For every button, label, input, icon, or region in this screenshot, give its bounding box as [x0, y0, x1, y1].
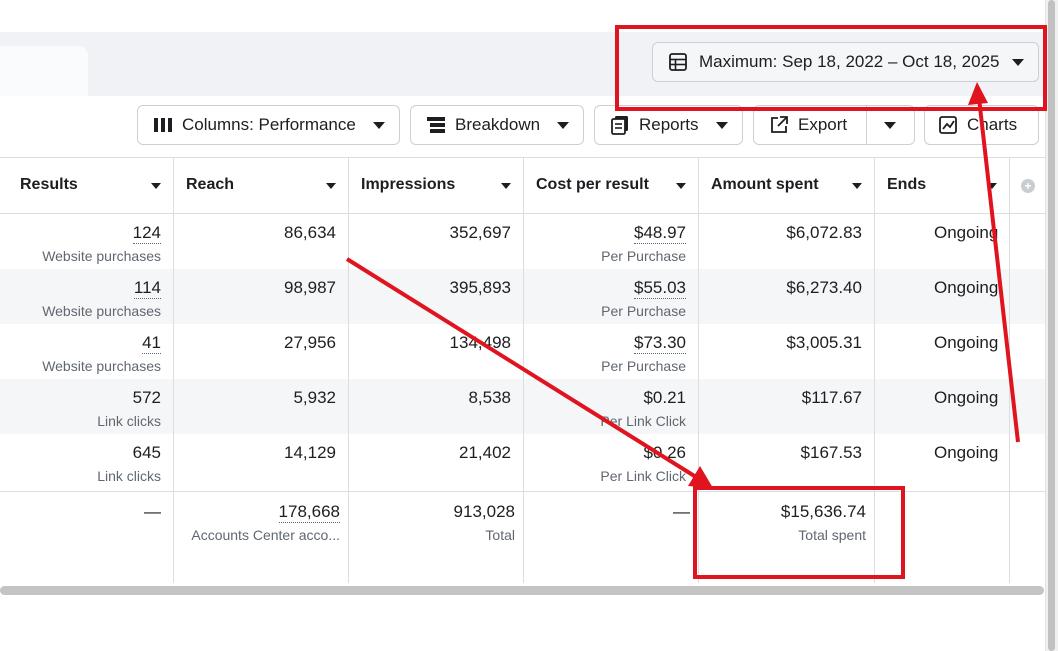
cell-cost: $0.21 Per Link Click — [600, 388, 686, 429]
column-divider[interactable] — [348, 157, 349, 583]
vertical-scrollbar[interactable] — [1045, 0, 1058, 651]
sort-chevron-icon[interactable] — [326, 183, 336, 189]
header-reach[interactable]: Reach — [173, 157, 348, 213]
header-amount-spent[interactable]: Amount spent — [698, 157, 874, 213]
export-button[interactable]: Export — [753, 105, 915, 145]
totals-row: — 178,668 Accounts Center acco... 913,028… — [0, 492, 1046, 582]
sort-chevron-icon[interactable] — [852, 183, 862, 189]
cell-cost[interactable]: $55.03 Per Purchase — [601, 278, 686, 319]
header-results-label: Results — [20, 176, 78, 193]
cell-reach: 27,956 — [284, 333, 336, 352]
cell-ends: Ongoing — [934, 223, 999, 242]
cell-impressions: 21,402 — [459, 443, 511, 462]
sort-chevron-icon[interactable] — [151, 183, 161, 189]
total-spent: $15,636.74 Total spent — [780, 502, 866, 543]
cell-ends: Ongoing — [934, 333, 999, 352]
arrow-to-total-line — [345, 257, 698, 479]
cell-ends: Ongoing — [934, 388, 999, 407]
chevron-down-icon — [557, 121, 569, 129]
sort-chevron-icon[interactable] — [501, 183, 511, 189]
calendar-table-icon — [667, 51, 689, 73]
header-impressions-label: Impressions — [361, 176, 456, 193]
chevron-down-icon — [373, 121, 385, 129]
sort-chevron-icon[interactable] — [987, 183, 997, 189]
arrow-to-total-head — [688, 466, 713, 488]
header-cost-label: Cost per result — [536, 176, 649, 193]
export-dropdown-chevron-icon[interactable] — [884, 122, 896, 129]
breakdown-button[interactable]: Breakdown — [410, 105, 584, 145]
table-row[interactable]: 645 Link clicks 14,129 21,402 $0.26 Per Li… — [0, 434, 1046, 489]
total-impressions: 913,028 Total — [453, 502, 515, 543]
cell-spent: $3,005.31 — [786, 333, 862, 352]
charts-icon — [937, 114, 959, 136]
cell-results[interactable]: 41 Website purchases — [42, 333, 161, 374]
reports-icon — [609, 114, 631, 136]
column-divider[interactable] — [173, 157, 174, 583]
breakdown-label: Breakdown — [455, 115, 541, 134]
header-impressions[interactable]: Impressions — [348, 157, 523, 213]
total-results: — — [144, 502, 161, 521]
header-reach-label: Reach — [186, 176, 235, 193]
cell-reach: 14,129 — [284, 443, 336, 462]
sort-chevron-icon[interactable] — [676, 183, 686, 189]
chevron-down-icon — [1012, 58, 1024, 66]
cell-impressions: 352,697 — [449, 223, 511, 242]
columns-button[interactable]: Columns: Performance — [137, 105, 400, 145]
cell-results: 572 Link clicks — [97, 388, 161, 429]
cell-ends: Ongoing — [934, 278, 999, 297]
header-ends[interactable]: Ends — [874, 157, 1009, 213]
columns-label: Columns: Performance — [182, 115, 356, 134]
tab-card[interactable] — [0, 46, 88, 96]
total-reach[interactable]: 178,668 Accounts Center acco... — [191, 502, 340, 543]
cell-reach: 5,932 — [293, 388, 336, 407]
cell-results[interactable]: 114 Website purchases — [42, 278, 161, 319]
date-range-button[interactable]: Maximum: Sep 18, 2022 – Oct 18, 2025 — [652, 42, 1039, 82]
cell-impressions: 395,893 — [449, 278, 511, 297]
arrow-to-date-line — [977, 97, 1020, 443]
total-cost: — — [673, 502, 690, 521]
vertical-scrollbar-thumb[interactable] — [1048, 0, 1055, 651]
ads-table: Results Reach Impressions Cost per resul… — [0, 157, 1046, 583]
export-label: Export — [798, 115, 848, 134]
table-row[interactable]: 124 Website purchases 86,634 352,697 $48.… — [0, 214, 1046, 269]
cell-spent: $6,072.83 — [786, 223, 862, 242]
chevron-down-icon — [716, 121, 728, 129]
column-divider[interactable] — [874, 157, 875, 583]
export-divider — [866, 106, 867, 144]
cell-results[interactable]: 124 Website purchases — [42, 223, 161, 264]
cell-cost[interactable]: $48.97 Per Purchase — [601, 223, 686, 264]
reports-label: Reports — [639, 115, 699, 134]
export-icon — [768, 114, 790, 136]
breakdown-icon — [425, 114, 447, 136]
reports-button[interactable]: Reports — [594, 105, 743, 145]
cell-cost: $0.26 Per Link Click — [600, 443, 686, 484]
cell-cost[interactable]: $73.30 Per Purchase — [601, 333, 686, 374]
horizontal-scrollbar[interactable] — [0, 586, 1044, 595]
cell-ends: Ongoing — [934, 443, 999, 462]
cell-spent: $167.53 — [800, 443, 862, 462]
header-spent-label: Amount spent — [711, 176, 819, 193]
add-column-icon[interactable]: + — [1021, 179, 1035, 193]
annotation-total-box — [693, 486, 905, 579]
cell-spent: $117.67 — [801, 388, 862, 407]
cell-spent: $6,273.40 — [786, 278, 862, 297]
header-cost-per-result[interactable]: Cost per result — [523, 157, 698, 213]
header-ends-label: Ends — [887, 176, 927, 193]
cell-reach: 98,987 — [284, 278, 336, 297]
cell-reach: 86,634 — [284, 223, 336, 242]
header-results[interactable]: Results — [0, 157, 173, 213]
columns-icon — [152, 114, 174, 136]
cell-impressions: 8,538 — [468, 388, 511, 407]
date-range-label: Maximum: Sep 18, 2022 – Oct 18, 2025 — [699, 52, 1000, 71]
arrow-to-date-head — [968, 82, 988, 105]
annotation-date-box — [615, 25, 1047, 111]
column-divider[interactable] — [698, 157, 699, 583]
cell-results: 645 Link clicks — [97, 443, 161, 484]
